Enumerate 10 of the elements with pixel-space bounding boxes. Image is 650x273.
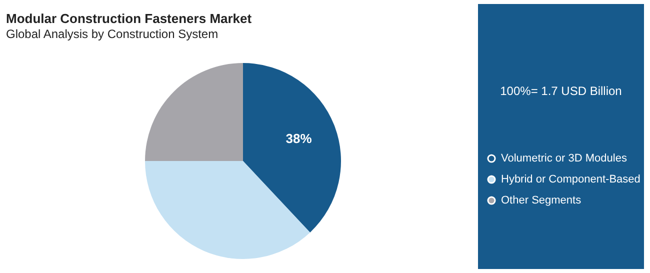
chart-subtitle: Global Analysis by Construction System bbox=[6, 27, 218, 41]
chart-title: Modular Construction Fasteners Market bbox=[6, 11, 252, 26]
pie-slice bbox=[243, 63, 341, 232]
pie-slice bbox=[145, 161, 310, 259]
legend-label: Hybrid or Component-Based bbox=[501, 174, 640, 186]
pie-slice bbox=[145, 63, 243, 161]
data-label: 38% bbox=[286, 130, 312, 146]
text: 100%= 1.7 USD Billion bbox=[499, 84, 623, 98]
legend-label: Other Segments bbox=[501, 194, 582, 206]
legend-label: Volumetric or 3D Modules bbox=[501, 152, 628, 164]
